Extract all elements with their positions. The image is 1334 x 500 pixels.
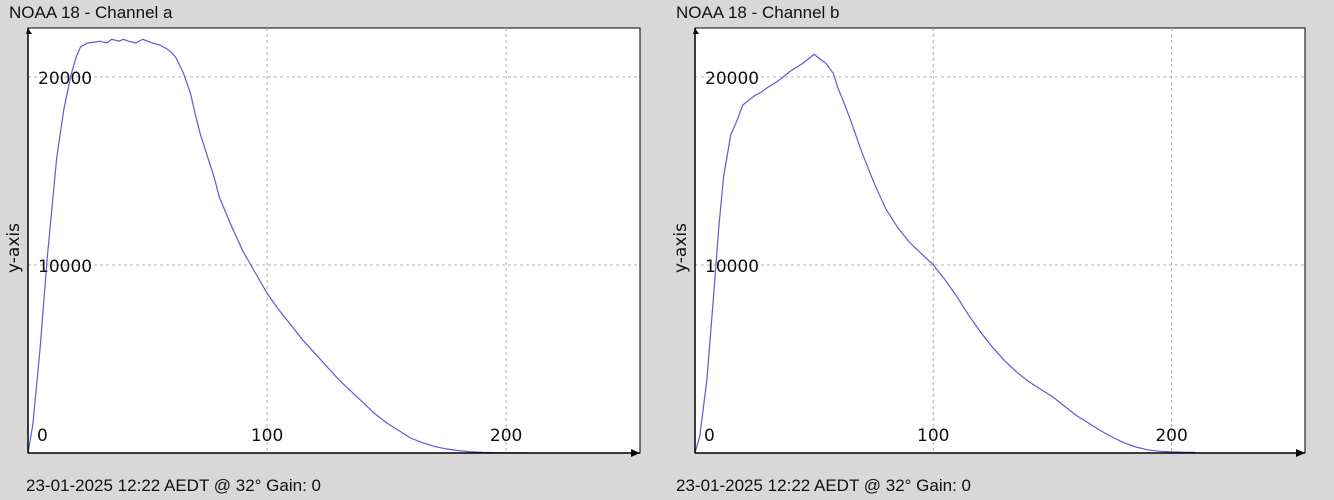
chart-title: NOAA 18 - Channel a xyxy=(9,3,173,22)
plot-area xyxy=(694,27,1306,454)
chart-title: NOAA 18 - Channel b xyxy=(676,3,840,22)
y-tick-label: 20000 xyxy=(705,69,759,89)
x-tick-label: 0 xyxy=(704,426,715,446)
plot-area xyxy=(27,27,641,454)
chart-panel-channel-b: NOAA 18 - Channel b 0 100 200 10000 20000 y-a… xyxy=(667,0,1334,500)
x-tick-label: 100 xyxy=(251,426,283,446)
status-footer-text: 23-01-2025 12:22 AEDT @ 32° Gain: 0 xyxy=(26,476,321,495)
status-footer: 23-01-2025 12:22 AEDT @ 32° Gain: 0 xyxy=(667,476,1034,500)
status-footer: 23-01-2025 12:22 AEDT @ 32° Gain: 0 xyxy=(0,476,367,500)
y-tick-label: 10000 xyxy=(38,257,92,277)
x-tick-label: 100 xyxy=(917,426,949,446)
plot-channel-a: 0 100 200 10000 20000 y-axis xyxy=(4,27,641,457)
x-tick-label: 200 xyxy=(490,426,522,446)
y-axis-arrow xyxy=(26,28,32,34)
y-axis-label: y-axis xyxy=(4,223,24,273)
series-line xyxy=(27,38,531,454)
y-tick-label: 10000 xyxy=(705,257,759,277)
y-tick-label: 20000 xyxy=(38,69,92,89)
x-tick-label: 200 xyxy=(1155,426,1187,446)
x-axis-arrow xyxy=(631,449,640,457)
y-axis-label: y-axis xyxy=(671,223,691,273)
x-tick-label: 0 xyxy=(37,426,48,446)
plot-channel-b: 0 100 200 10000 20000 y-axis xyxy=(671,27,1306,457)
status-footer-text: 23-01-2025 12:22 AEDT @ 32° Gain: 0 xyxy=(676,476,971,495)
chart-panel-channel-a: NOAA 18 - Channel a 0 100 200 10000 20000 y-a… xyxy=(0,3,641,500)
y-axis-arrow xyxy=(693,28,699,34)
series-line xyxy=(694,53,1196,454)
x-axis-arrow xyxy=(1296,449,1305,457)
